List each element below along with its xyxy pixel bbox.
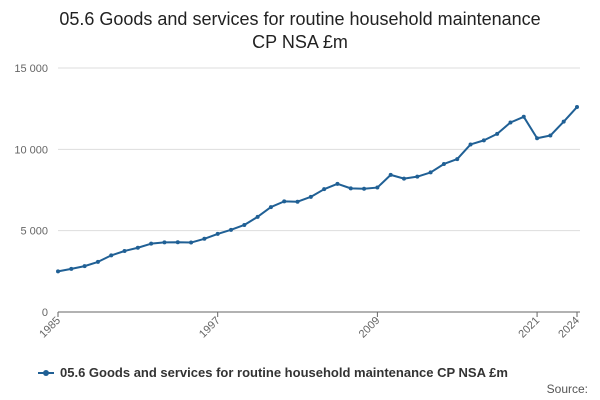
data-point[interactable] bbox=[481, 138, 486, 143]
data-point[interactable] bbox=[415, 174, 420, 179]
legend-swatch bbox=[38, 368, 54, 378]
data-point[interactable] bbox=[455, 157, 460, 162]
x-tick-label: 2021 bbox=[516, 315, 542, 341]
data-point[interactable] bbox=[375, 185, 380, 190]
y-tick-label: 5 000 bbox=[20, 226, 48, 238]
series-layer bbox=[56, 105, 579, 274]
data-point[interactable] bbox=[255, 214, 260, 219]
chart-title-line-2: CP NSA £m bbox=[252, 32, 348, 52]
data-point[interactable] bbox=[402, 176, 406, 181]
legend-label: 05.6 Goods and services for routine hous… bbox=[60, 365, 508, 380]
data-point[interactable] bbox=[308, 194, 313, 199]
chart-title: 05.6 Goods and services for routine hous… bbox=[0, 8, 600, 54]
gridlines bbox=[58, 67, 580, 232]
data-point[interactable] bbox=[362, 186, 367, 191]
x-tick-label: 1997 bbox=[197, 315, 223, 341]
data-point[interactable] bbox=[135, 245, 140, 250]
data-point[interactable] bbox=[508, 120, 513, 125]
data-point[interactable] bbox=[335, 181, 340, 186]
data-point[interactable] bbox=[535, 136, 540, 141]
data-point[interactable] bbox=[202, 236, 207, 241]
data-point[interactable] bbox=[229, 227, 233, 232]
data-point[interactable] bbox=[95, 259, 100, 264]
data-point[interactable] bbox=[388, 172, 393, 177]
data-point[interactable] bbox=[122, 249, 127, 253]
data-point[interactable] bbox=[149, 241, 154, 246]
chart-title-line-1: 05.6 Goods and services for routine hous… bbox=[59, 9, 541, 29]
data-point[interactable] bbox=[268, 205, 273, 210]
data-point[interactable] bbox=[548, 133, 553, 138]
data-point[interactable] bbox=[295, 199, 300, 204]
y-tick-label: 10 000 bbox=[14, 144, 48, 156]
data-point[interactable] bbox=[69, 266, 74, 271]
data-point[interactable] bbox=[561, 119, 566, 124]
series-line bbox=[57, 106, 578, 273]
data-point[interactable] bbox=[575, 105, 579, 110]
data-point[interactable] bbox=[348, 186, 353, 191]
data-point[interactable] bbox=[162, 240, 167, 245]
legend: 05.6 Goods and services for routine hous… bbox=[38, 365, 508, 380]
source-label: Source: bbox=[546, 382, 588, 396]
data-point[interactable] bbox=[428, 170, 433, 175]
data-point[interactable] bbox=[56, 269, 60, 274]
data-point[interactable] bbox=[441, 161, 446, 166]
legend-swatch-marker bbox=[43, 369, 49, 376]
y-tick-label: 0 bbox=[42, 307, 48, 319]
x-axis: 1985 1997 2009 2021 2024 bbox=[37, 311, 582, 341]
x-tick-label: 2009 bbox=[357, 315, 383, 341]
data-point[interactable] bbox=[242, 222, 247, 227]
x-tick-label: 2024 bbox=[556, 315, 582, 341]
data-point[interactable] bbox=[189, 240, 194, 245]
data-point[interactable] bbox=[109, 253, 114, 258]
data-point[interactable] bbox=[282, 199, 287, 204]
data-point[interactable] bbox=[521, 114, 526, 119]
data-point[interactable] bbox=[495, 131, 500, 136]
y-tick-label: 15 000 bbox=[14, 63, 48, 75]
data-point[interactable] bbox=[322, 187, 327, 192]
data-point[interactable] bbox=[82, 264, 87, 269]
data-point[interactable] bbox=[215, 231, 220, 236]
data-point[interactable] bbox=[175, 240, 180, 245]
y-axis: 0 5 000 10 000 15 000 bbox=[14, 63, 48, 319]
data-point[interactable] bbox=[468, 142, 473, 147]
